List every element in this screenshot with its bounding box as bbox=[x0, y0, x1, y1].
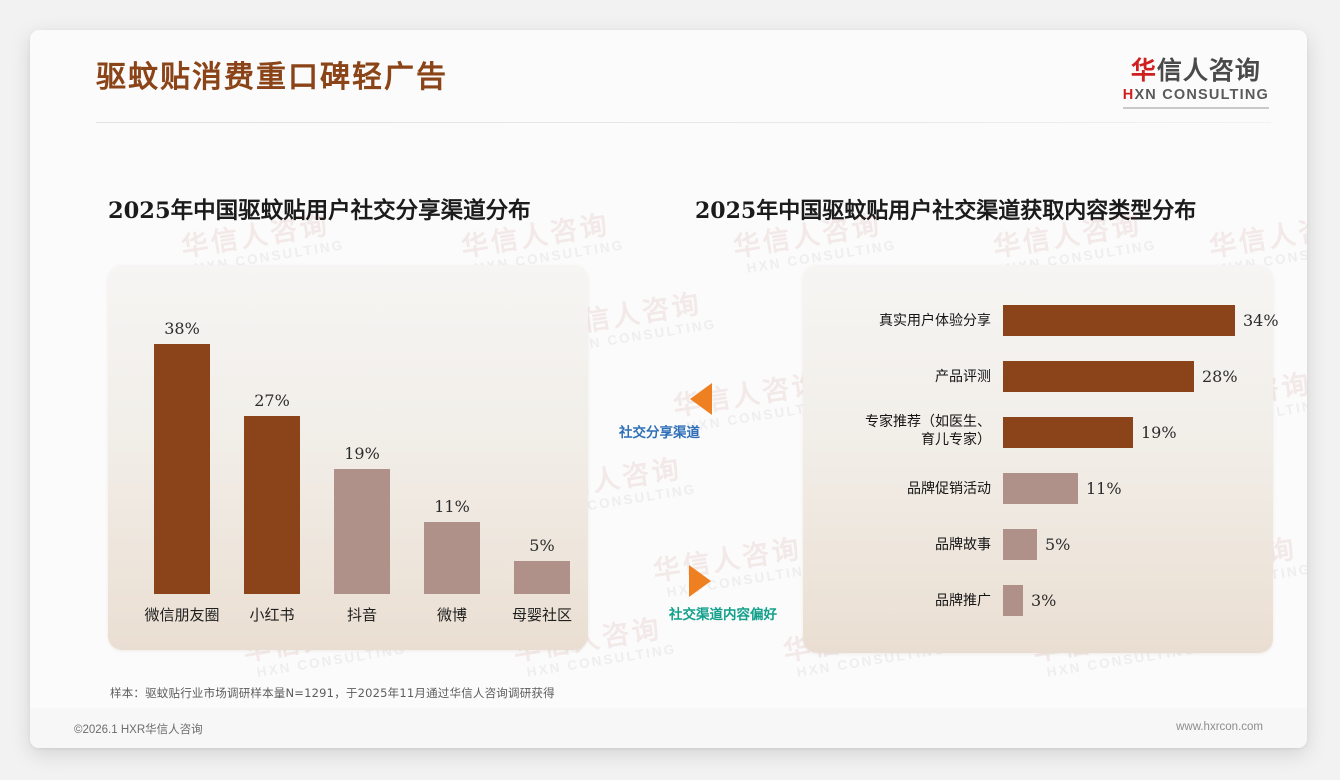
bar-row: 真实用户体验分享 34% bbox=[803, 305, 1279, 336]
header-divider bbox=[96, 122, 1271, 123]
bar-column: 11% 微博 bbox=[424, 497, 480, 624]
logo-english-text: HXN CONSULTING bbox=[1123, 87, 1269, 103]
bar-category-line: 品牌促销活动 bbox=[907, 481, 991, 497]
vertical-bar-chart: 38% 微信朋友圈 27% 小红书 19% 抖音 11% 微博 5% 母婴社区 bbox=[108, 265, 588, 650]
bar-category-label: 微博 bbox=[436, 606, 467, 624]
triangle-left-icon bbox=[690, 383, 712, 415]
bar-column: 5% 母婴社区 bbox=[512, 536, 572, 624]
bar-category-label: 真实用户体验分享 bbox=[781, 312, 991, 330]
logo-hua-char: 华 bbox=[1130, 56, 1157, 85]
logo-cn-rest: 信人咨询 bbox=[1156, 56, 1261, 85]
bar-category-label: 专家推荐（如医生、育儿专家） bbox=[781, 413, 991, 449]
bar-value-label: 5% bbox=[529, 536, 555, 555]
bar-row: 品牌促销活动 11% bbox=[803, 473, 1273, 504]
logo-chinese-text: 华信人咨询 bbox=[1123, 56, 1269, 85]
bar-category-line: 品牌故事 bbox=[935, 537, 991, 553]
horizontal-bar-chart: 真实用户体验分享 34% 产品评测 28% 专家推荐（如医生、育儿专家） 19% 品牌促销活… bbox=[803, 265, 1279, 653]
bar-category-line: 育儿专家） bbox=[921, 432, 991, 448]
bar-category-label: 抖音 bbox=[346, 606, 377, 624]
footer-copyright: ©2026.1 HXR华信人咨询 bbox=[74, 724, 203, 736]
bar-value-label: 5% bbox=[1045, 535, 1071, 554]
bar bbox=[1003, 361, 1194, 392]
annotation-social-share-channel: 社交分享渠道 bbox=[619, 383, 712, 441]
bar bbox=[1003, 585, 1023, 616]
bar bbox=[1003, 417, 1133, 448]
bar-column: 19% 抖音 bbox=[334, 444, 390, 624]
page-title: 驱蚊贴消费重口碑轻广告 bbox=[96, 60, 448, 95]
footer-website: www.hxrcon.com bbox=[1176, 721, 1263, 733]
bar-category-label: 品牌推广 bbox=[781, 592, 991, 610]
bar-row: 专家推荐（如医生、育儿专家） 19% bbox=[803, 414, 1273, 448]
bar-value-label: 19% bbox=[344, 444, 380, 463]
bar bbox=[1003, 305, 1235, 336]
annotation-content-preference: 社交渠道内容偏好 bbox=[669, 565, 777, 623]
company-logo: 华信人咨询 HXN CONSULTING bbox=[1122, 56, 1269, 110]
bar bbox=[244, 416, 300, 594]
bar-column: 27% 小红书 bbox=[244, 391, 300, 624]
bar bbox=[1003, 473, 1078, 504]
bar-category-label: 小红书 bbox=[249, 606, 295, 624]
logo-underline bbox=[1122, 107, 1269, 110]
bar-category-line: 品牌推广 bbox=[935, 593, 991, 609]
bar-category-label: 品牌故事 bbox=[781, 536, 991, 554]
bar-category-line: 产品评测 bbox=[935, 369, 991, 385]
bar-category-line: 真实用户体验分享 bbox=[879, 313, 991, 329]
bar-category-label: 微信朋友圈 bbox=[144, 606, 220, 624]
bar-row: 产品评测 28% bbox=[803, 361, 1273, 392]
bar-value-label: 11% bbox=[434, 497, 470, 516]
watermark-en: HXN CONSULTING bbox=[565, 316, 718, 355]
bar-category-label: 品牌促销活动 bbox=[781, 480, 991, 498]
slide-canvas: 驱蚊贴消费重口碑轻广告 华信人咨询 HXN CONSULTING 2025年中国… bbox=[30, 30, 1307, 748]
bar bbox=[154, 344, 210, 594]
chart-panel-left: 38% 微信朋友圈 27% 小红书 19% 抖音 11% 微博 5% 母婴社区 bbox=[108, 265, 588, 650]
watermark-cn: 华信人咨询 bbox=[1207, 209, 1307, 264]
logo-en-rest: XN CONSULTING bbox=[1134, 87, 1269, 104]
chart-panel-right: 真实用户体验分享 34% 产品评测 28% 专家推荐（如医生、育儿专家） 19% 品牌促销活… bbox=[803, 265, 1279, 653]
bar-value-label: 28% bbox=[1202, 367, 1238, 386]
bar bbox=[514, 561, 570, 594]
bar bbox=[424, 522, 480, 594]
bar-category-line: 专家推荐（如医生、 bbox=[865, 414, 991, 430]
bar-value-label: 27% bbox=[254, 391, 290, 410]
sample-footnote: 样本：驱蚊贴行业市场调研样本量N=1291，于2025年11月通过华信人咨询调研… bbox=[110, 686, 555, 700]
bar-value-label: 19% bbox=[1141, 423, 1177, 442]
bar bbox=[1003, 529, 1037, 560]
slide-header: 驱蚊贴消费重口碑轻广告 华信人咨询 HXN CONSULTING bbox=[30, 30, 1307, 123]
triangle-right-icon bbox=[689, 565, 711, 597]
chart-title-left: 2025年中国驱蚊贴用户社交分享渠道分布 bbox=[108, 198, 531, 224]
bar-category-label: 母婴社区 bbox=[511, 606, 572, 624]
bar bbox=[334, 469, 390, 594]
slide-footer: ©2026.1 HXR华信人咨询 www.hxrcon.com bbox=[30, 708, 1307, 748]
bar-value-label: 3% bbox=[1031, 591, 1057, 610]
bar-value-label: 11% bbox=[1086, 479, 1122, 498]
bar-row: 品牌故事 5% bbox=[803, 529, 1273, 560]
annotation-top-label: 社交分享渠道 bbox=[619, 425, 700, 441]
bar-value-label: 38% bbox=[164, 319, 200, 338]
logo-h-char: H bbox=[1122, 87, 1135, 104]
bar-row: 品牌推广 3% bbox=[803, 585, 1273, 616]
bar-column: 38% 微信朋友圈 bbox=[144, 319, 219, 624]
chart-title-right: 2025年中国驱蚊贴用户社交渠道获取内容类型分布 bbox=[695, 198, 1197, 224]
bar-category-label: 产品评测 bbox=[781, 368, 991, 386]
annotation-bottom-label: 社交渠道内容偏好 bbox=[669, 607, 777, 623]
bar-value-label: 34% bbox=[1243, 311, 1279, 330]
